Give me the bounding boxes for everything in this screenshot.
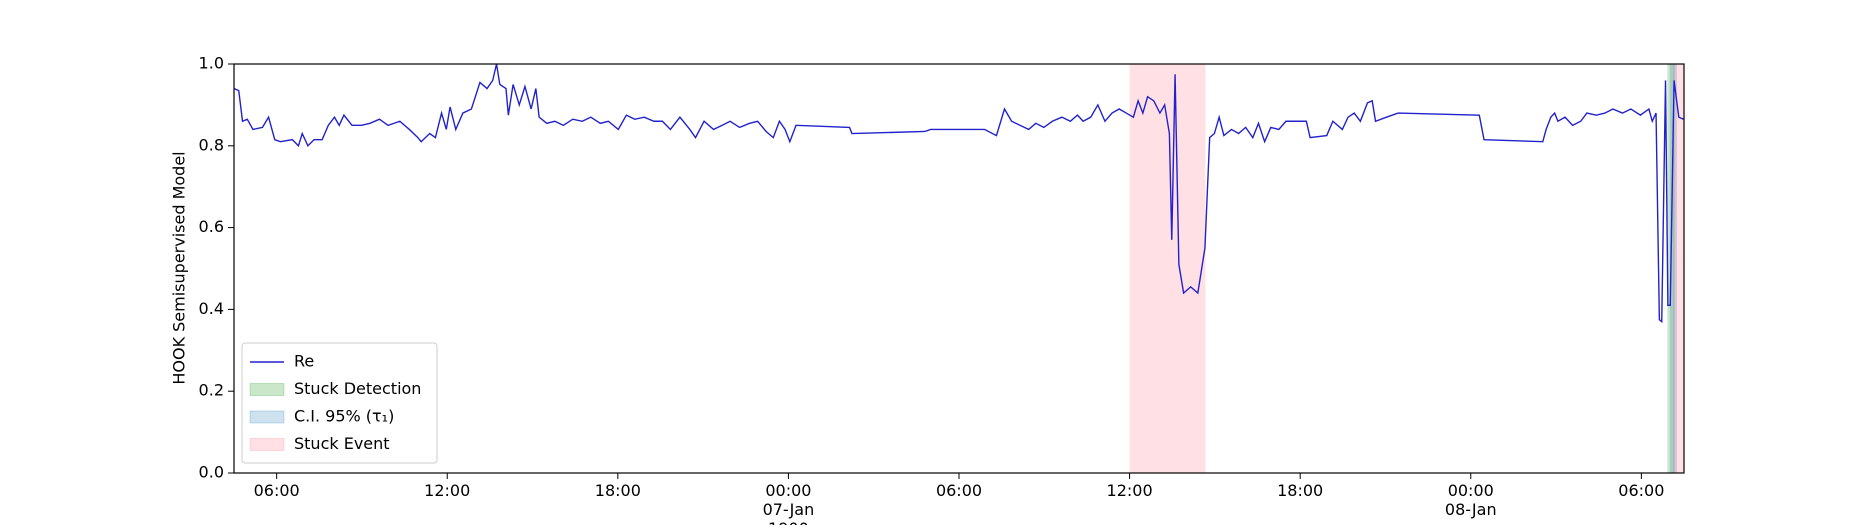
region — [1669, 64, 1677, 473]
x-tick-label: 18:00 — [594, 481, 641, 500]
line — [234, 63, 1684, 324]
x-tick-label: 00:00 07-Jan 1900 — [762, 481, 815, 525]
y-tick-label: 0.8 — [199, 135, 224, 154]
y-tick-label: 1.0 — [199, 54, 224, 73]
x-tick-label: 12:00 — [424, 481, 471, 500]
x-tick-label: 18:00 — [1277, 481, 1324, 500]
y-tick-label: 0.4 — [199, 299, 224, 318]
plot-frame — [233, 63, 1685, 474]
y-tick-label: 0.0 — [199, 463, 224, 482]
legend-label: Stuck Event — [294, 434, 390, 453]
legend-label: C.I. 95% (τ₁) — [294, 407, 394, 426]
legend-label: Re — [294, 352, 314, 371]
legend-patch — [249, 438, 285, 451]
y-tick-label: 0.2 — [199, 381, 224, 400]
region — [1673, 64, 1684, 473]
x-tick-label: 06:00 — [253, 481, 300, 500]
legend-patch — [249, 383, 285, 396]
x-tick-label: 00:00 08-Jan — [1444, 481, 1497, 519]
legend-label: Stuck Detection — [294, 379, 421, 398]
x-tick-label: 06:00 — [935, 481, 983, 500]
x-tick-label: 06:00 — [1618, 481, 1665, 500]
legend-frame — [241, 342, 438, 464]
y-tick-label: 0.6 — [199, 217, 224, 236]
x-tick-label: 12:00 — [1106, 481, 1153, 500]
y-axis-label: HOOK Semisupervised Model — [170, 151, 189, 384]
legend-patch — [249, 410, 285, 424]
region — [1129, 64, 1206, 473]
